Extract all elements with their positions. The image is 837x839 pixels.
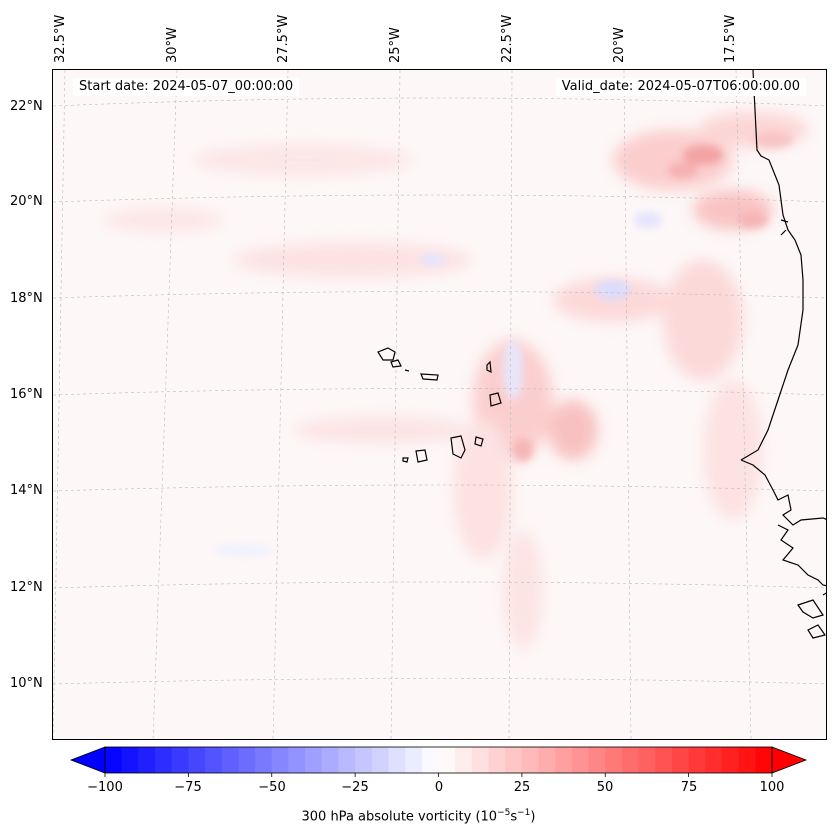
colorbar-cell — [438, 747, 456, 773]
colorbar-cell — [638, 747, 656, 773]
lon-label-32.5W: 32.5°W — [53, 14, 68, 63]
colorbar-high-extend — [771, 746, 808, 774]
colorbar-cell — [571, 747, 590, 773]
colorbar-cell — [621, 747, 640, 773]
colorbar-tick-label: −25 — [341, 780, 369, 795]
colorbar-cell — [188, 747, 206, 773]
start-date-label: Start date: 2024-05-07_00:00:00 — [73, 78, 300, 96]
lat-label-14N: 14°N — [10, 483, 43, 498]
valid-date-label: Valid_date: 2024-05-07T06:00:00.00 — [555, 78, 806, 96]
colorbar-cell — [755, 747, 773, 773]
colorbar-tick-label: 25 — [513, 780, 531, 795]
lon-label-22.5W: 22.5°W — [500, 14, 515, 63]
colorbar-low-extend — [69, 746, 106, 774]
colorbar-title-main: 300 hPa absolute vorticity (10 — [301, 809, 498, 825]
colorbar-cell — [221, 747, 239, 773]
map-panel[interactable]: Start date: 2024-05-07_00:00:00 Valid_da… — [52, 69, 827, 740]
colorbar-cell — [388, 747, 406, 773]
colorbar-cell — [538, 747, 556, 773]
colorbar-tick-label: −50 — [258, 780, 286, 795]
lat-label-12N: 12°N — [10, 580, 43, 595]
colorbar-cell — [471, 747, 490, 773]
colorbar-cell — [105, 747, 123, 773]
colorbar-title-end: ) — [530, 809, 536, 825]
colorbar-cell — [405, 747, 423, 773]
colorbar-cell — [738, 747, 756, 773]
colorbar-cell — [355, 747, 373, 773]
cape-verde-coastline — [377, 347, 502, 463]
colorbar-cell — [171, 747, 189, 773]
colorbar-cell — [371, 747, 389, 773]
colorbar-title-unit: s — [510, 809, 518, 825]
colorbar-cell — [721, 747, 740, 773]
lat-label-20N: 20°N — [10, 194, 43, 209]
lon-label-25W: 25°W — [388, 27, 403, 63]
colorbar-tick-label: 50 — [596, 780, 614, 795]
colorbar-cell — [705, 747, 723, 773]
vorticity-field — [53, 70, 826, 739]
colorbar-cell — [521, 747, 540, 773]
colorbar-tick-label: 0 — [434, 780, 444, 795]
lat-label-16N: 16°N — [10, 387, 43, 402]
colorbar-title: 300 hPa absolute vorticity (10−5s−1) — [0, 808, 837, 824]
colorbar-cell — [671, 747, 690, 773]
colorbar-cell — [321, 747, 339, 773]
lat-label-10N: 10°N — [10, 676, 43, 691]
colorbar-cell — [205, 747, 223, 773]
colorbar-cell — [605, 747, 623, 773]
colorbar-cell — [338, 747, 356, 773]
colorbar-cell — [138, 747, 156, 773]
colorbar-tick-label: −100 — [87, 780, 123, 795]
colorbar-cell — [505, 747, 523, 773]
colorbar-cell — [455, 747, 473, 773]
gridlines — [53, 70, 826, 739]
colorbar-cell — [555, 747, 573, 773]
lon-label-27.5W: 27.5°W — [276, 14, 291, 63]
colorbar-cell — [488, 747, 506, 773]
colorbar-tick-label: 100 — [759, 780, 785, 795]
colorbar-cell — [255, 747, 273, 773]
colorbar-cell — [238, 747, 256, 773]
lon-label-20W: 20°W — [612, 27, 627, 63]
colorbar-cell — [421, 747, 439, 773]
colorbar-cell — [155, 747, 173, 773]
africa-coastline — [740, 70, 826, 639]
colorbar-cell — [305, 747, 323, 773]
colorbar-cell — [271, 747, 289, 773]
colorbar-cell — [588, 747, 606, 773]
lon-label-30W: 30°W — [165, 27, 180, 63]
colorbar-cell — [655, 747, 673, 773]
lon-label-17.5W: 17.5°W — [723, 14, 738, 63]
colorbar-cell — [121, 747, 139, 773]
lat-label-18N: 18°N — [10, 291, 43, 306]
lat-label-22N: 22°N — [10, 99, 43, 114]
colorbar-cell — [288, 747, 306, 773]
colorbar-tick-label: 75 — [680, 780, 698, 795]
colorbar-tick-label: −75 — [174, 780, 202, 795]
colorbar-title-exp1: −5 — [497, 808, 511, 818]
colorbar-cell — [688, 747, 706, 773]
colorbar-title-exp2: −1 — [517, 808, 531, 818]
